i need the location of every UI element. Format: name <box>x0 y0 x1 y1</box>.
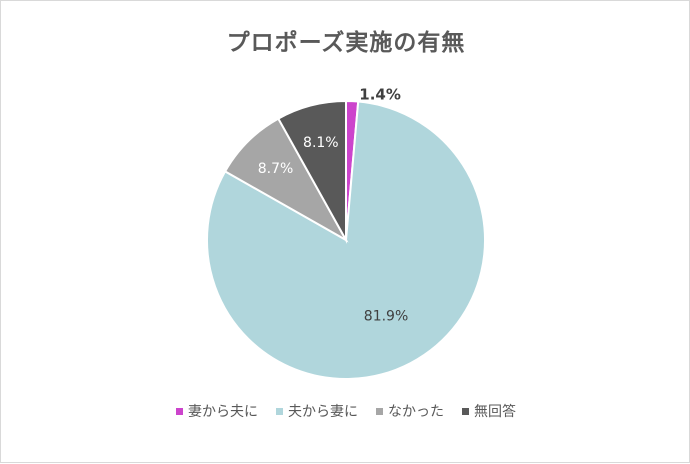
legend-swatch <box>276 407 283 415</box>
legend-item: 無回答 <box>462 401 516 421</box>
data-label: 8.7% <box>258 161 294 177</box>
legend-swatch <box>176 407 183 415</box>
legend-item: 夫から妻に <box>276 401 358 421</box>
legend-label: 妻から夫に <box>188 404 258 420</box>
legend-item: なかった <box>376 401 444 421</box>
legend-swatch <box>376 407 383 415</box>
pie-slice <box>276 99 347 244</box>
legend-label: なかった <box>388 404 444 420</box>
legend-label: 無回答 <box>474 404 516 420</box>
chart-title: プロポーズ実施の有無 <box>226 30 466 56</box>
legend: 妻から夫に 夫から妻に なかった 無回答 <box>1 401 690 421</box>
data-label: 8.1% <box>303 135 339 151</box>
legend-label: 夫から妻に <box>288 404 358 420</box>
legend-item: 妻から夫に <box>176 401 258 421</box>
legend-swatch <box>462 407 469 415</box>
data-label: 1.4% <box>359 86 401 104</box>
data-label: 81.9% <box>364 308 408 324</box>
